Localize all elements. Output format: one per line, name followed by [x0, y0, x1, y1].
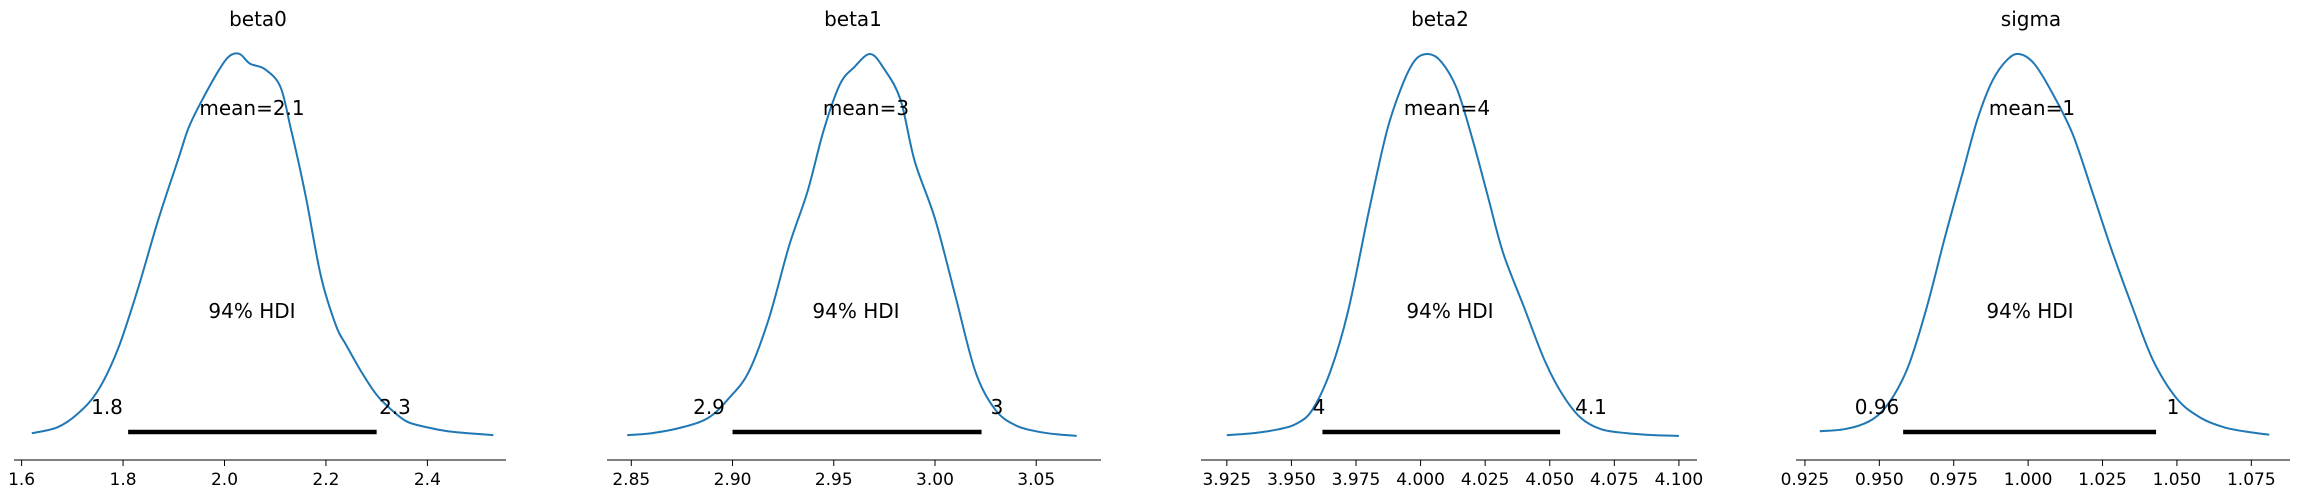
- x-tick-label-beta2: 4.000: [1396, 470, 1445, 490]
- x-tick-label-beta1: 2.95: [815, 470, 853, 490]
- density-curve-beta1: [627, 53, 1077, 437]
- hdi-high-label-sigma: 1: [2167, 395, 2180, 419]
- hdi-low-label-beta2: 4: [1313, 395, 1326, 419]
- density-curve-beta0: [31, 52, 494, 437]
- panel-title-beta1: beta1: [824, 7, 882, 31]
- hdi-label-sigma: 94% HDI: [1986, 299, 2073, 323]
- x-tick-label-sigma: 1.075: [2227, 470, 2276, 490]
- x-tick-label-beta2: 4.025: [1461, 470, 1510, 490]
- hdi-low-label-beta0: 1.8: [91, 395, 123, 419]
- x-tick-label-beta1: 2.85: [612, 470, 650, 490]
- x-tick-label-beta2: 4.050: [1525, 470, 1574, 490]
- x-tick-label-beta1: 2.90: [714, 470, 752, 490]
- hdi-low-label-sigma: 0.96: [1855, 395, 1900, 419]
- x-tick-label-sigma: 1.000: [2004, 470, 2053, 490]
- x-tick-label-sigma: 0.975: [1929, 470, 1978, 490]
- hdi-label-beta0: 94% HDI: [208, 299, 295, 323]
- panel-title-beta2: beta2: [1411, 7, 1469, 31]
- x-tick-label-beta2: 3.975: [1332, 470, 1381, 490]
- density-curve-beta2: [1226, 52, 1679, 437]
- mean-label-beta0: mean=2.1: [199, 96, 304, 120]
- x-tick-label-beta2: 4.075: [1590, 470, 1639, 490]
- panel-beta2: beta2 mean=4 94% HDI 4 4.1 3.925 3.950 3.9…: [1201, 7, 1703, 490]
- x-tick-label-sigma: 1.050: [2153, 470, 2202, 490]
- x-tick-label-sigma: 1.025: [2078, 470, 2127, 490]
- panel-beta1: beta1 mean=3 94% HDI 2.9 3 2.85 2.90 2.95 3…: [607, 7, 1101, 490]
- mean-label-beta1: mean=3: [823, 96, 909, 120]
- panel-title-sigma: sigma: [2001, 7, 2061, 31]
- hdi-high-label-beta2: 4.1: [1575, 395, 1607, 419]
- panel-title-beta0: beta0: [229, 7, 287, 31]
- x-tick-label-beta1: 3.05: [1017, 470, 1055, 490]
- hdi-label-beta1: 94% HDI: [812, 299, 899, 323]
- x-tick-label-beta0: 1.8: [110, 470, 137, 490]
- x-tick-label-beta2: 3.950: [1267, 470, 1316, 490]
- x-tick-label-beta0: 1.6: [8, 470, 35, 490]
- x-tick-label-beta2: 4.100: [1655, 470, 1704, 490]
- panel-beta0: beta0 mean=2.1 94% HDI 1.8 2.3 1.6 1.8 2.0…: [8, 7, 506, 490]
- hdi-high-label-beta1: 3: [991, 395, 1004, 419]
- x-tick-label-sigma: 0.950: [1855, 470, 1904, 490]
- x-tick-label-beta1: 3.00: [916, 470, 954, 490]
- x-tick-label-beta0: 2.2: [312, 470, 339, 490]
- x-tick-label-beta0: 2.4: [414, 470, 441, 490]
- hdi-low-label-beta1: 2.9: [693, 395, 725, 419]
- mean-label-sigma: mean=1: [1989, 96, 2075, 120]
- hdi-label-beta2: 94% HDI: [1406, 299, 1493, 323]
- panel-sigma: sigma mean=1 94% HDI 0.96 1 0.925 0.950 0.…: [1781, 7, 2290, 490]
- x-tick-label-beta2: 3.925: [1202, 470, 1251, 490]
- density-curve-sigma: [1819, 52, 2270, 436]
- x-tick-label-sigma: 0.925: [1781, 470, 1830, 490]
- x-tick-label-beta0: 2.0: [211, 470, 238, 490]
- hdi-high-label-beta0: 2.3: [379, 395, 411, 419]
- mean-label-beta2: mean=4: [1404, 96, 1490, 120]
